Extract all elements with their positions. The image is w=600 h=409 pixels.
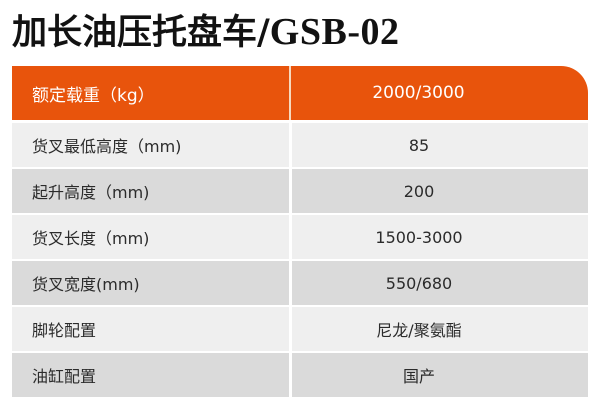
specification-table: 额定载重（kg） 2000/3000 货叉最低高度（mm) 85 起升高度（mm…: [12, 66, 588, 397]
column-divider: [289, 123, 292, 167]
column-divider: [289, 215, 292, 259]
table-header-label-cell: 额定载重（kg）: [12, 66, 289, 120]
table-header-row: 额定载重（kg） 2000/3000: [12, 66, 588, 120]
column-divider: [289, 261, 292, 305]
spec-value: 国产: [292, 353, 588, 397]
spec-label: 油缸配置: [12, 353, 289, 397]
column-divider: [289, 353, 292, 397]
page-title-chinese: 加长油压托盘车/: [12, 13, 270, 53]
column-divider: [289, 66, 291, 120]
spec-label: 脚轮配置: [12, 307, 289, 351]
spec-value: 尼龙/聚氨酯: [292, 307, 588, 351]
spec-value: 1500-3000: [292, 215, 588, 259]
page-title: 加长油压托盘车/GSB-02: [12, 8, 588, 56]
table-row: 起升高度（mm) 200: [12, 169, 588, 213]
spec-label: 货叉宽度(mm): [12, 261, 289, 305]
table-header-value-cell: 2000/3000: [291, 66, 588, 120]
table-row: 货叉宽度(mm) 550/680: [12, 261, 588, 305]
column-divider: [289, 169, 292, 213]
table-row: 脚轮配置 尼龙/聚氨酯: [12, 307, 588, 351]
spec-label: 货叉最低高度（mm): [12, 123, 289, 167]
spec-value: 200: [292, 169, 588, 213]
spec-value: 85: [292, 123, 588, 167]
column-divider: [289, 307, 292, 351]
spec-value: 550/680: [292, 261, 588, 305]
table-row: 货叉最低高度（mm) 85: [12, 123, 588, 167]
table-row: 货叉长度（mm) 1500-3000: [12, 215, 588, 259]
table-row: 油缸配置 国产: [12, 353, 588, 397]
page-title-model: GSB-02: [269, 11, 400, 53]
spec-label: 起升高度（mm): [12, 169, 289, 213]
spec-label: 货叉长度（mm): [12, 215, 289, 259]
